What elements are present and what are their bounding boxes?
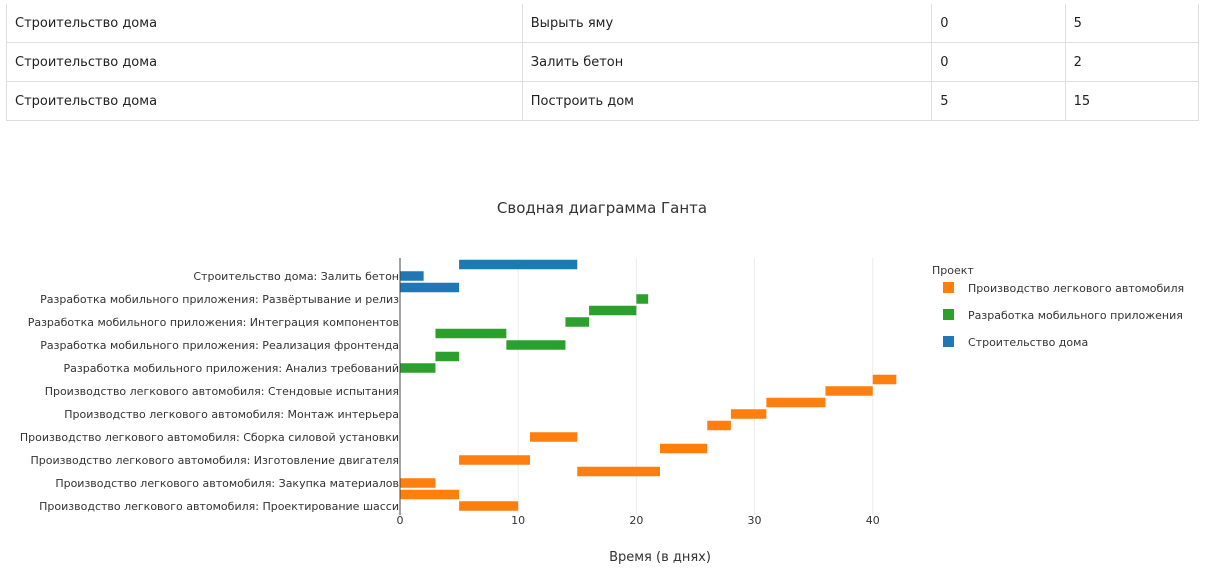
start-cell: 5 xyxy=(931,81,1066,121)
y-tick-label: Производство легкового автомобиля: Стенд… xyxy=(45,385,399,398)
bar xyxy=(506,340,566,350)
start-cell: 0 xyxy=(931,4,1066,43)
table-row: Строительство дома Вырыть яму 0 5 xyxy=(6,4,1200,43)
x-tick-label: 10 xyxy=(511,514,525,527)
table-row: Строительство дома Залить бетон 0 2 xyxy=(6,42,1200,82)
x-tick-label: 40 xyxy=(866,514,880,527)
y-tick-label: Производство легкового автомобиля: Сборк… xyxy=(20,431,399,444)
y-tick-label: Производство легкового автомобиля: Изгот… xyxy=(31,454,400,467)
chart-title: Сводная диаграмма Ганта xyxy=(497,199,707,217)
bar xyxy=(872,374,897,385)
bar xyxy=(459,455,530,465)
bar xyxy=(577,466,660,477)
bar xyxy=(459,501,519,511)
bar xyxy=(400,478,436,488)
y-tick-label: Разработка мобильного приложения: Интегр… xyxy=(28,316,399,329)
legend-swatch xyxy=(943,336,954,347)
y-tick-label: Производство легкового автомобиля: Закуп… xyxy=(55,477,399,490)
y-tick-label: Разработка мобильного приложения: Развёр… xyxy=(40,293,399,306)
bar xyxy=(435,328,507,339)
x-tick-label: 0 xyxy=(397,514,404,527)
bar xyxy=(400,489,460,500)
table-row: Строительство дома Построить дом 5 15 xyxy=(6,81,1200,121)
task-cell: Построить дом xyxy=(521,81,933,121)
bar xyxy=(660,443,708,454)
y-axis-labels: Строительство дома: Залить бетон Разработ… xyxy=(20,270,399,513)
project-cell: Строительство дома xyxy=(6,4,523,43)
bar xyxy=(825,386,873,396)
x-tick-label: 20 xyxy=(629,514,643,527)
bar xyxy=(730,409,767,419)
legend-entry: Производство легкового автомобиля xyxy=(968,282,1184,295)
x-tick-label: 30 xyxy=(748,514,762,527)
start-cell: 0 xyxy=(931,42,1066,82)
bar xyxy=(766,397,826,408)
legend-swatch xyxy=(943,282,954,293)
legend-title: Проект xyxy=(932,264,974,277)
y-tick-label: Производство легкового автомобиля: Проек… xyxy=(39,500,399,513)
bar xyxy=(707,420,731,431)
bar xyxy=(565,317,590,327)
bar xyxy=(400,271,424,281)
grid-lines xyxy=(517,258,874,515)
legend: Проект Производство легкового автомобиля… xyxy=(932,264,1184,349)
bar xyxy=(589,305,637,316)
y-tick-label: Строительство дома: Залить бетон xyxy=(193,270,399,283)
bar xyxy=(400,363,436,373)
task-cell: Залить бетон xyxy=(521,42,933,82)
finish-cell: 2 xyxy=(1064,42,1200,82)
bar xyxy=(636,294,649,304)
project-cell: Строительство дома xyxy=(6,42,523,82)
legend-entry: Строительство дома xyxy=(968,336,1088,349)
bar xyxy=(459,259,578,270)
finish-cell: 15 xyxy=(1064,81,1200,121)
bar xyxy=(400,282,460,293)
bar xyxy=(530,432,578,442)
x-axis-ticks: 0 10 20 30 40 xyxy=(397,514,880,527)
legend-swatch xyxy=(943,309,954,320)
tasks-table: Строительство дома Вырыть яму 0 5 Строительс… xyxy=(6,4,1200,121)
bars xyxy=(400,259,897,511)
x-axis-label: Время (в днях) xyxy=(609,550,711,565)
y-tick-label: Разработка мобильного приложения: Реализ… xyxy=(40,339,399,352)
y-tick-label: Производство легкового автомобиля: Монта… xyxy=(64,408,399,421)
y-tick-label: Разработка мобильного приложения: Анализ… xyxy=(64,362,399,375)
bar xyxy=(435,351,460,362)
legend-entry: Разработка мобильного приложения xyxy=(968,309,1183,322)
project-cell: Строительство дома xyxy=(6,81,523,121)
